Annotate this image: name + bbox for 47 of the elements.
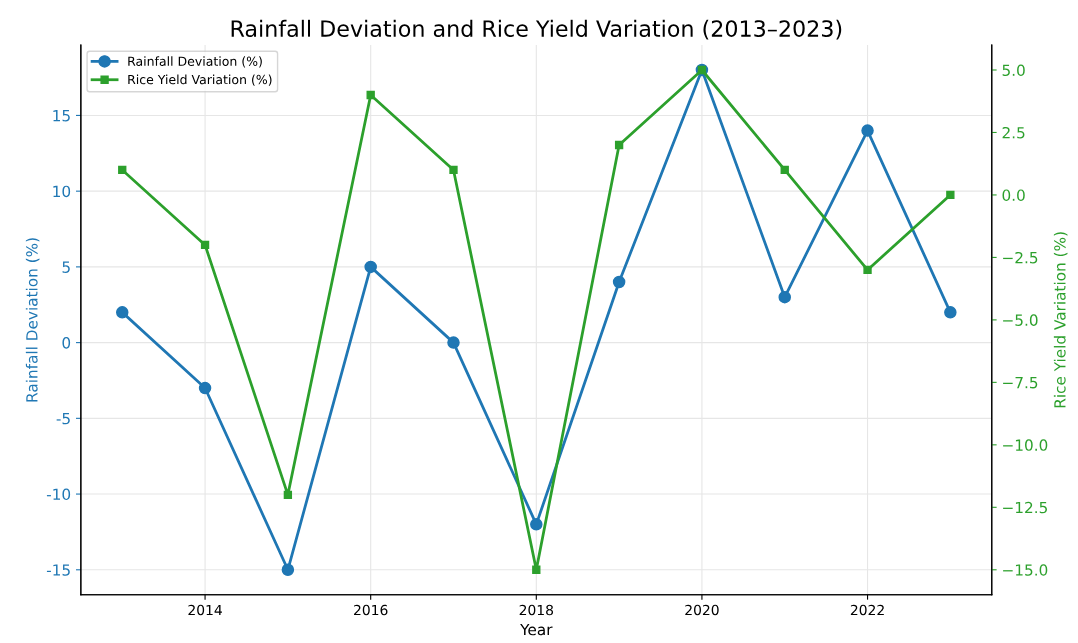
y-tick-label: -15 bbox=[46, 564, 70, 576]
y2-tick-label: 5.0 bbox=[1002, 64, 1025, 77]
y2-tick-label: −15.0 bbox=[1003, 564, 1048, 576]
y-tick-label: 0 bbox=[62, 337, 71, 349]
y2-tick-label: −5.0 bbox=[1003, 314, 1038, 326]
point bbox=[863, 265, 872, 275]
point bbox=[366, 90, 375, 100]
x-axis-title: Year bbox=[520, 623, 553, 636]
point bbox=[944, 306, 957, 319]
x-tick-label: 2022 bbox=[850, 604, 884, 616]
point bbox=[946, 190, 955, 200]
point bbox=[116, 306, 129, 319]
point bbox=[281, 563, 295, 577]
legend-label: Rice Yield Variation (%) bbox=[128, 74, 272, 86]
point bbox=[198, 381, 212, 395]
y-tick-label: 10 bbox=[53, 185, 71, 198]
point bbox=[118, 165, 127, 175]
point bbox=[283, 490, 293, 499]
y-tick-label: -5 bbox=[56, 413, 70, 425]
point bbox=[778, 290, 791, 304]
y2-tick-label: −2.5 bbox=[1003, 251, 1038, 264]
y-tick-label: -10 bbox=[46, 488, 71, 501]
chart-title: Rainfall Deviation and Rice Yield Variation (2013–2023) bbox=[231, 19, 842, 40]
y2-tick-label: −12.5 bbox=[1003, 501, 1047, 514]
y-tick-label: 5 bbox=[62, 261, 70, 273]
point bbox=[449, 165, 458, 175]
y-axis-title: Rainfall Deviation (%) bbox=[25, 238, 40, 402]
x-tick-label: 2018 bbox=[519, 604, 554, 616]
y2-axis-title: Rice Yield Variation (%) bbox=[1053, 232, 1068, 408]
y-tick-label: 15 bbox=[53, 110, 70, 122]
point bbox=[612, 275, 626, 289]
x-tick-label: 2020 bbox=[685, 604, 719, 616]
point bbox=[614, 140, 624, 150]
y2-tick-label: 0.0 bbox=[1002, 189, 1025, 201]
point bbox=[861, 124, 874, 137]
legend-label: Rainfall Deviation (%) bbox=[128, 56, 262, 68]
x-tick-label: 2016 bbox=[354, 604, 388, 616]
y2-tick-label: −7.5 bbox=[1003, 377, 1038, 389]
point bbox=[532, 565, 541, 574]
point bbox=[364, 260, 377, 274]
point bbox=[530, 518, 543, 531]
point bbox=[780, 165, 789, 175]
y2-tick-label: −10.0 bbox=[1003, 439, 1048, 451]
y2-tick-label: 2.5 bbox=[1002, 126, 1025, 139]
point bbox=[447, 336, 460, 349]
x-tick-label: 2014 bbox=[188, 604, 222, 616]
point bbox=[200, 240, 210, 250]
